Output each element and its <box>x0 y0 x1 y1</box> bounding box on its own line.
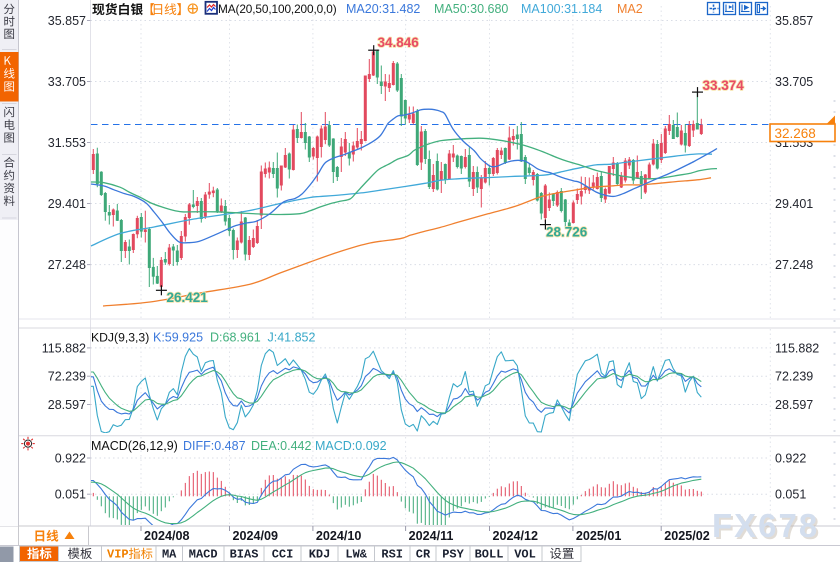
svg-text:MA2: MA2 <box>617 2 643 16</box>
svg-text:0.051: 0.051 <box>775 488 806 502</box>
svg-text:29.401: 29.401 <box>775 197 813 211</box>
svg-text:33.374: 33.374 <box>703 78 745 93</box>
svg-text:CR: CR <box>416 548 431 562</box>
svg-text:MACD:0.092: MACD:0.092 <box>315 439 387 453</box>
svg-text:35.857: 35.857 <box>775 14 813 28</box>
svg-text:BIAS: BIAS <box>230 548 259 562</box>
svg-text:72.239: 72.239 <box>775 370 813 384</box>
svg-text:DEA:0.442: DEA:0.442 <box>251 439 312 453</box>
svg-text:MA: MA <box>162 548 177 562</box>
svg-text:27.248: 27.248 <box>48 258 86 272</box>
svg-text:31.553: 31.553 <box>48 136 86 150</box>
svg-text:2024/09: 2024/09 <box>233 529 279 543</box>
svg-text:FX678: FX678 <box>712 507 819 544</box>
svg-text:28.726: 28.726 <box>546 225 588 240</box>
svg-text:26.421: 26.421 <box>167 290 209 305</box>
svg-text:VOL: VOL <box>514 548 536 562</box>
svg-text:VIP: VIP <box>107 548 129 562</box>
svg-text:0.922: 0.922 <box>775 452 806 466</box>
svg-text:MA(20,50,100,200,0,0): MA(20,50,100,200,0,0) <box>218 2 337 16</box>
svg-text:2025/01: 2025/01 <box>576 529 622 543</box>
svg-text:32.268: 32.268 <box>775 126 816 141</box>
svg-text:MA50:30.680: MA50:30.680 <box>434 2 508 16</box>
svg-text:28.597: 28.597 <box>775 398 813 412</box>
svg-text:2024/10: 2024/10 <box>316 529 362 543</box>
svg-text:0.051: 0.051 <box>55 488 86 502</box>
svg-text:2024/08: 2024/08 <box>144 529 190 543</box>
svg-text:MACD: MACD <box>189 548 218 562</box>
svg-text:27.248: 27.248 <box>775 258 813 272</box>
svg-text:33.705: 33.705 <box>775 75 813 89</box>
svg-text:2025/02: 2025/02 <box>664 529 710 543</box>
svg-text:K:59.925: K:59.925 <box>153 331 203 345</box>
svg-text:2024/12: 2024/12 <box>493 529 539 543</box>
svg-text:72.239: 72.239 <box>48 370 86 384</box>
svg-text:DIFF:0.487: DIFF:0.487 <box>183 439 246 453</box>
svg-text:PSY: PSY <box>442 548 464 562</box>
svg-text:0.922: 0.922 <box>55 452 86 466</box>
svg-text:34.846: 34.846 <box>378 35 420 50</box>
svg-text:MA20:31.482: MA20:31.482 <box>346 2 420 16</box>
svg-text:D:68.961: D:68.961 <box>210 331 261 345</box>
svg-text:KDJ: KDJ <box>309 548 331 562</box>
svg-text:MACD(26,12,9): MACD(26,12,9) <box>91 439 178 453</box>
svg-text:115.882: 115.882 <box>42 341 86 355</box>
svg-text:MA100:31.184: MA100:31.184 <box>521 2 602 16</box>
svg-text:BOLL: BOLL <box>475 548 504 562</box>
svg-text:115.882: 115.882 <box>775 341 819 355</box>
svg-text:J:41.852: J:41.852 <box>268 331 316 345</box>
svg-text:RSI: RSI <box>381 548 403 562</box>
svg-text:33.705: 33.705 <box>48 75 86 89</box>
svg-text:CCI: CCI <box>272 548 294 562</box>
svg-text:28.597: 28.597 <box>48 398 86 412</box>
svg-text:29.401: 29.401 <box>48 197 86 211</box>
svg-text:35.857: 35.857 <box>48 14 86 28</box>
svg-text:FX678: FX678 <box>714 509 821 546</box>
svg-text:2024/11: 2024/11 <box>409 529 454 543</box>
svg-text:LW&: LW& <box>345 548 367 562</box>
svg-text:KDJ(9,3,3): KDJ(9,3,3) <box>91 331 149 345</box>
